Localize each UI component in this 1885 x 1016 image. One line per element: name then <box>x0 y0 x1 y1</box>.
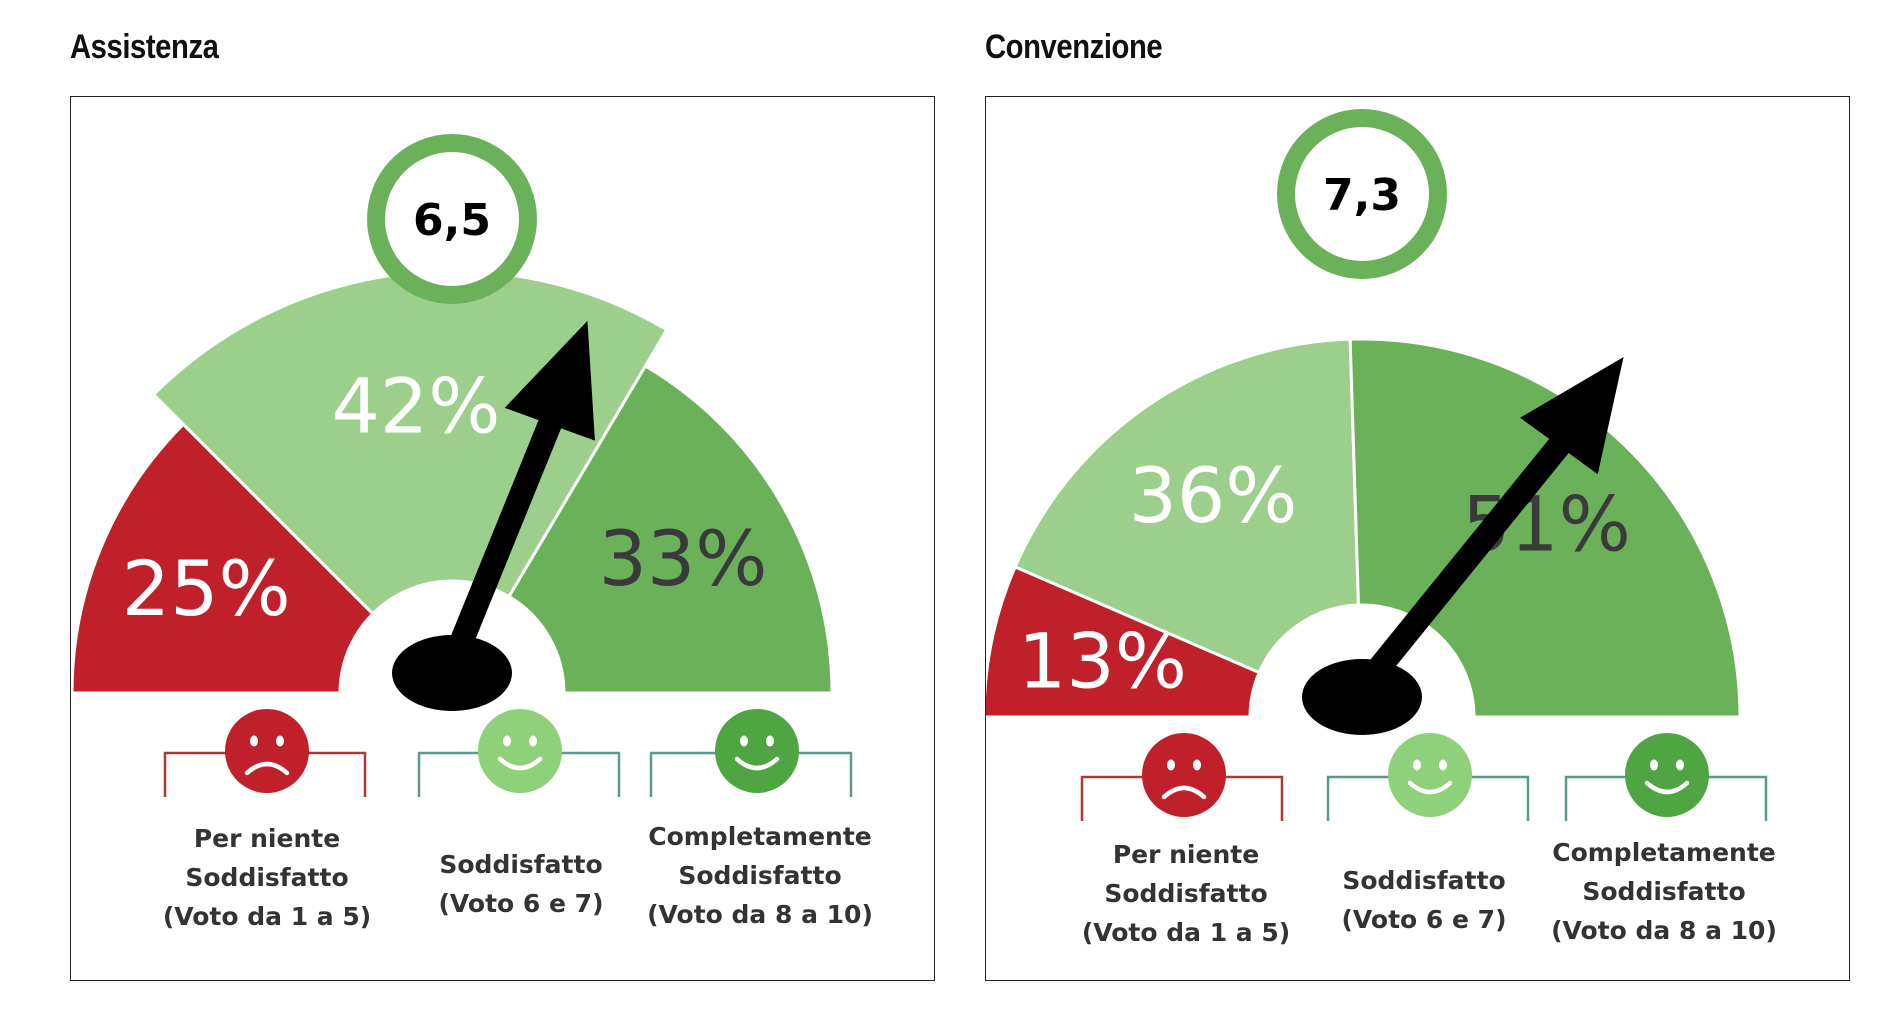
category-label-per-niente: Per niente Soddisfatto (Voto da 1 a 5) <box>1081 840 1291 947</box>
needle-arrow <box>440 320 595 670</box>
chart-title-convenzione: Convenzione <box>985 28 1163 66</box>
sad-face-icon <box>1142 733 1226 817</box>
gauge-chart-convenzione: 13%36% 51%7,3 <box>986 109 1768 821</box>
category-label-per-niente: Per niente Soddisfatto (Voto da 1 a 5) <box>162 824 372 931</box>
category-label-completamente: Completamente Soddisfatto (Voto da 8 a 1… <box>647 822 873 929</box>
score-value: 6,5 <box>413 195 491 246</box>
slice-label-soddisfatto: 42% <box>332 361 501 450</box>
gauge-slice-per-niente <box>71 422 375 695</box>
score-value: 7,3 <box>1323 170 1401 221</box>
gauge-slice-completamente <box>1348 337 1742 719</box>
score-ring <box>1277 109 1447 279</box>
category-label-completamente: Completamente Soddisfatto (Voto da 8 a 1… <box>1551 838 1777 945</box>
slice-label-per-niente: 13% <box>1018 616 1187 705</box>
needle-hub <box>392 635 512 711</box>
needle-arrow <box>1352 356 1624 697</box>
smile-face-icon <box>1625 733 1709 817</box>
gauge-panel-assistenza: 25% 42% 33% 6,5 Per niente Soddisfatto (Vot… <box>70 96 935 981</box>
category-label-soddisfatto: Soddisfatto (Voto 6 e 7) <box>438 850 604 918</box>
smile-face-icon <box>478 709 562 793</box>
gauge-slice-soddisfatto <box>151 269 669 616</box>
gauge-slice-completamente <box>506 363 834 695</box>
score-ring <box>367 134 537 304</box>
smile-face-icon <box>1388 733 1472 817</box>
gauge-slice-soddisfatto <box>1013 337 1361 675</box>
smile-face-icon <box>715 709 799 793</box>
chart-title-assistenza: Assistenza <box>70 28 219 66</box>
needle-hub <box>1302 659 1422 735</box>
slice-label-soddisfatto: 36% <box>1129 451 1298 540</box>
slice-label-completamente: 33% <box>599 514 768 603</box>
slice-label-per-niente: 25% <box>122 544 291 633</box>
category-label-soddisfatto: Soddisfatto (Voto 6 e 7) <box>1341 866 1507 934</box>
sad-face-icon <box>225 709 309 793</box>
gauge-chart-assistenza: 25% 42% 33% 6,5 <box>71 134 853 797</box>
gauge-panel-convenzione: 13% 36% 51% 7,3 Per niente Soddisfatto (Vot… <box>985 96 1850 981</box>
